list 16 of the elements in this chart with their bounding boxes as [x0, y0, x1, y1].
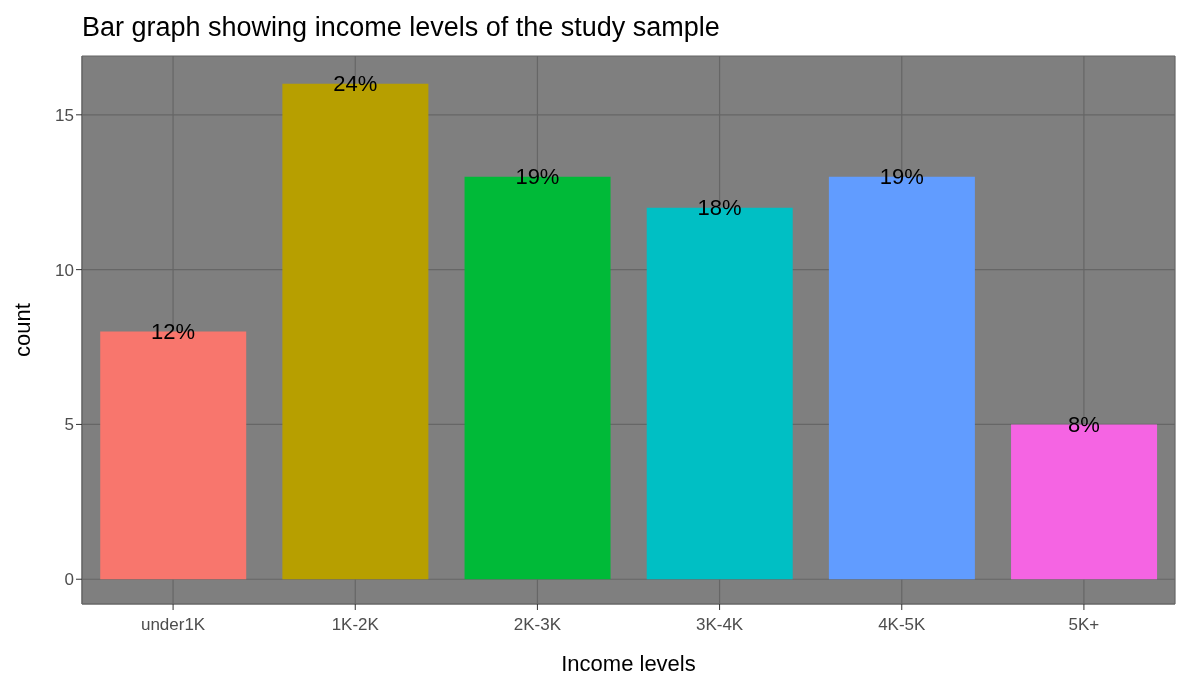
chart-title: Bar graph showing income levels of the study sample	[82, 12, 720, 43]
x-tick-label: 1K-2K	[331, 615, 380, 635]
y-tick-label: 0	[64, 570, 74, 590]
y-tick-label: 5	[64, 415, 74, 435]
annotation: 19%	[879, 164, 924, 190]
x-tick-label: 2K-3K	[513, 615, 562, 635]
x-tick-label: under1K	[140, 615, 206, 635]
x-tick-label: 5K+	[1068, 615, 1100, 635]
y-tick-label: 15	[55, 105, 74, 125]
x-tick-label: 3K-4K	[695, 615, 744, 635]
annotation: 8%	[1068, 411, 1100, 437]
y-tick-label: 10	[55, 260, 74, 280]
x-axis-title: Income levels	[561, 651, 696, 676]
y-axis-title: count	[9, 303, 35, 357]
x-tick-label: 4K-5K	[878, 615, 927, 635]
annotation: 12%	[151, 319, 196, 345]
